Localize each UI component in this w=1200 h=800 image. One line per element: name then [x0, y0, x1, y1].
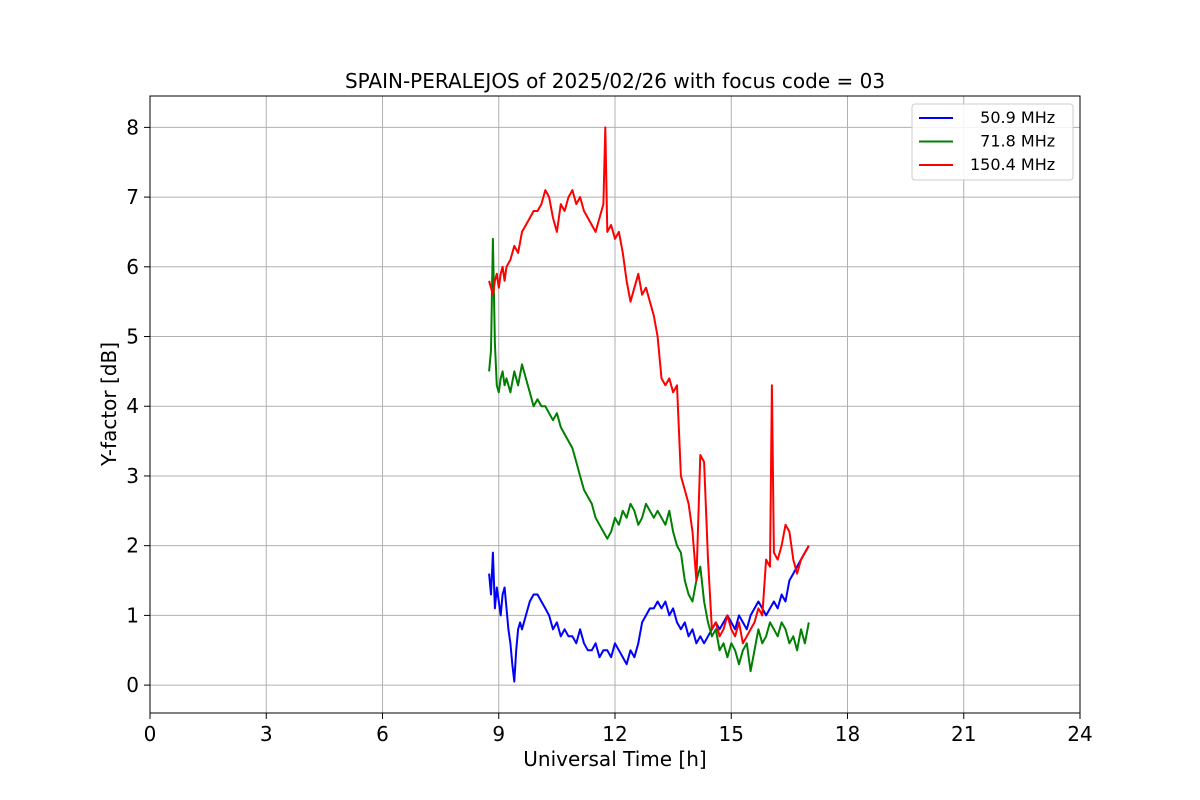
series-layer [488, 126, 810, 683]
legend-label-2: 150.4 MHz [970, 155, 1055, 174]
y-tick-label: 1 [126, 603, 139, 627]
x-tick-label: 0 [144, 722, 157, 746]
legend-box [911, 103, 1074, 181]
legend: 50.9 MHz 71.8 MHz 150.4 MHz [911, 103, 1074, 181]
y-tick-label: 6 [126, 255, 139, 279]
x-tick-label: 3 [260, 722, 273, 746]
legend-label-1: 71.8 MHz [970, 132, 1055, 151]
series-line-0 [488, 545, 810, 683]
y-tick-label: 4 [126, 394, 139, 418]
x-tick-label: 15 [719, 722, 744, 746]
x-axis-label: Universal Time [h] [523, 747, 706, 771]
y-tick-label: 8 [126, 115, 139, 139]
y-tick-label: 3 [126, 464, 139, 488]
x-tick-label: 21 [951, 722, 976, 746]
x-tick-label: 9 [492, 722, 505, 746]
series-line-1 [488, 237, 810, 673]
y-tick-label: 5 [126, 325, 139, 349]
series-line-2 [488, 126, 810, 645]
chart-title: SPAIN-PERALEJOS of 2025/02/26 with focus… [345, 69, 885, 93]
y-tick-label: 2 [126, 534, 139, 558]
x-tick-label: 12 [602, 722, 627, 746]
y-tick-label: 7 [126, 185, 139, 209]
x-tick-label: 18 [835, 722, 860, 746]
x-tick-label: 24 [1067, 722, 1092, 746]
y-axis-label: Y-factor [dB] [97, 342, 121, 467]
y-tick-label: 0 [126, 673, 139, 697]
legend-label-0: 50.9 MHz [970, 108, 1055, 127]
x-tick-label: 6 [376, 722, 389, 746]
